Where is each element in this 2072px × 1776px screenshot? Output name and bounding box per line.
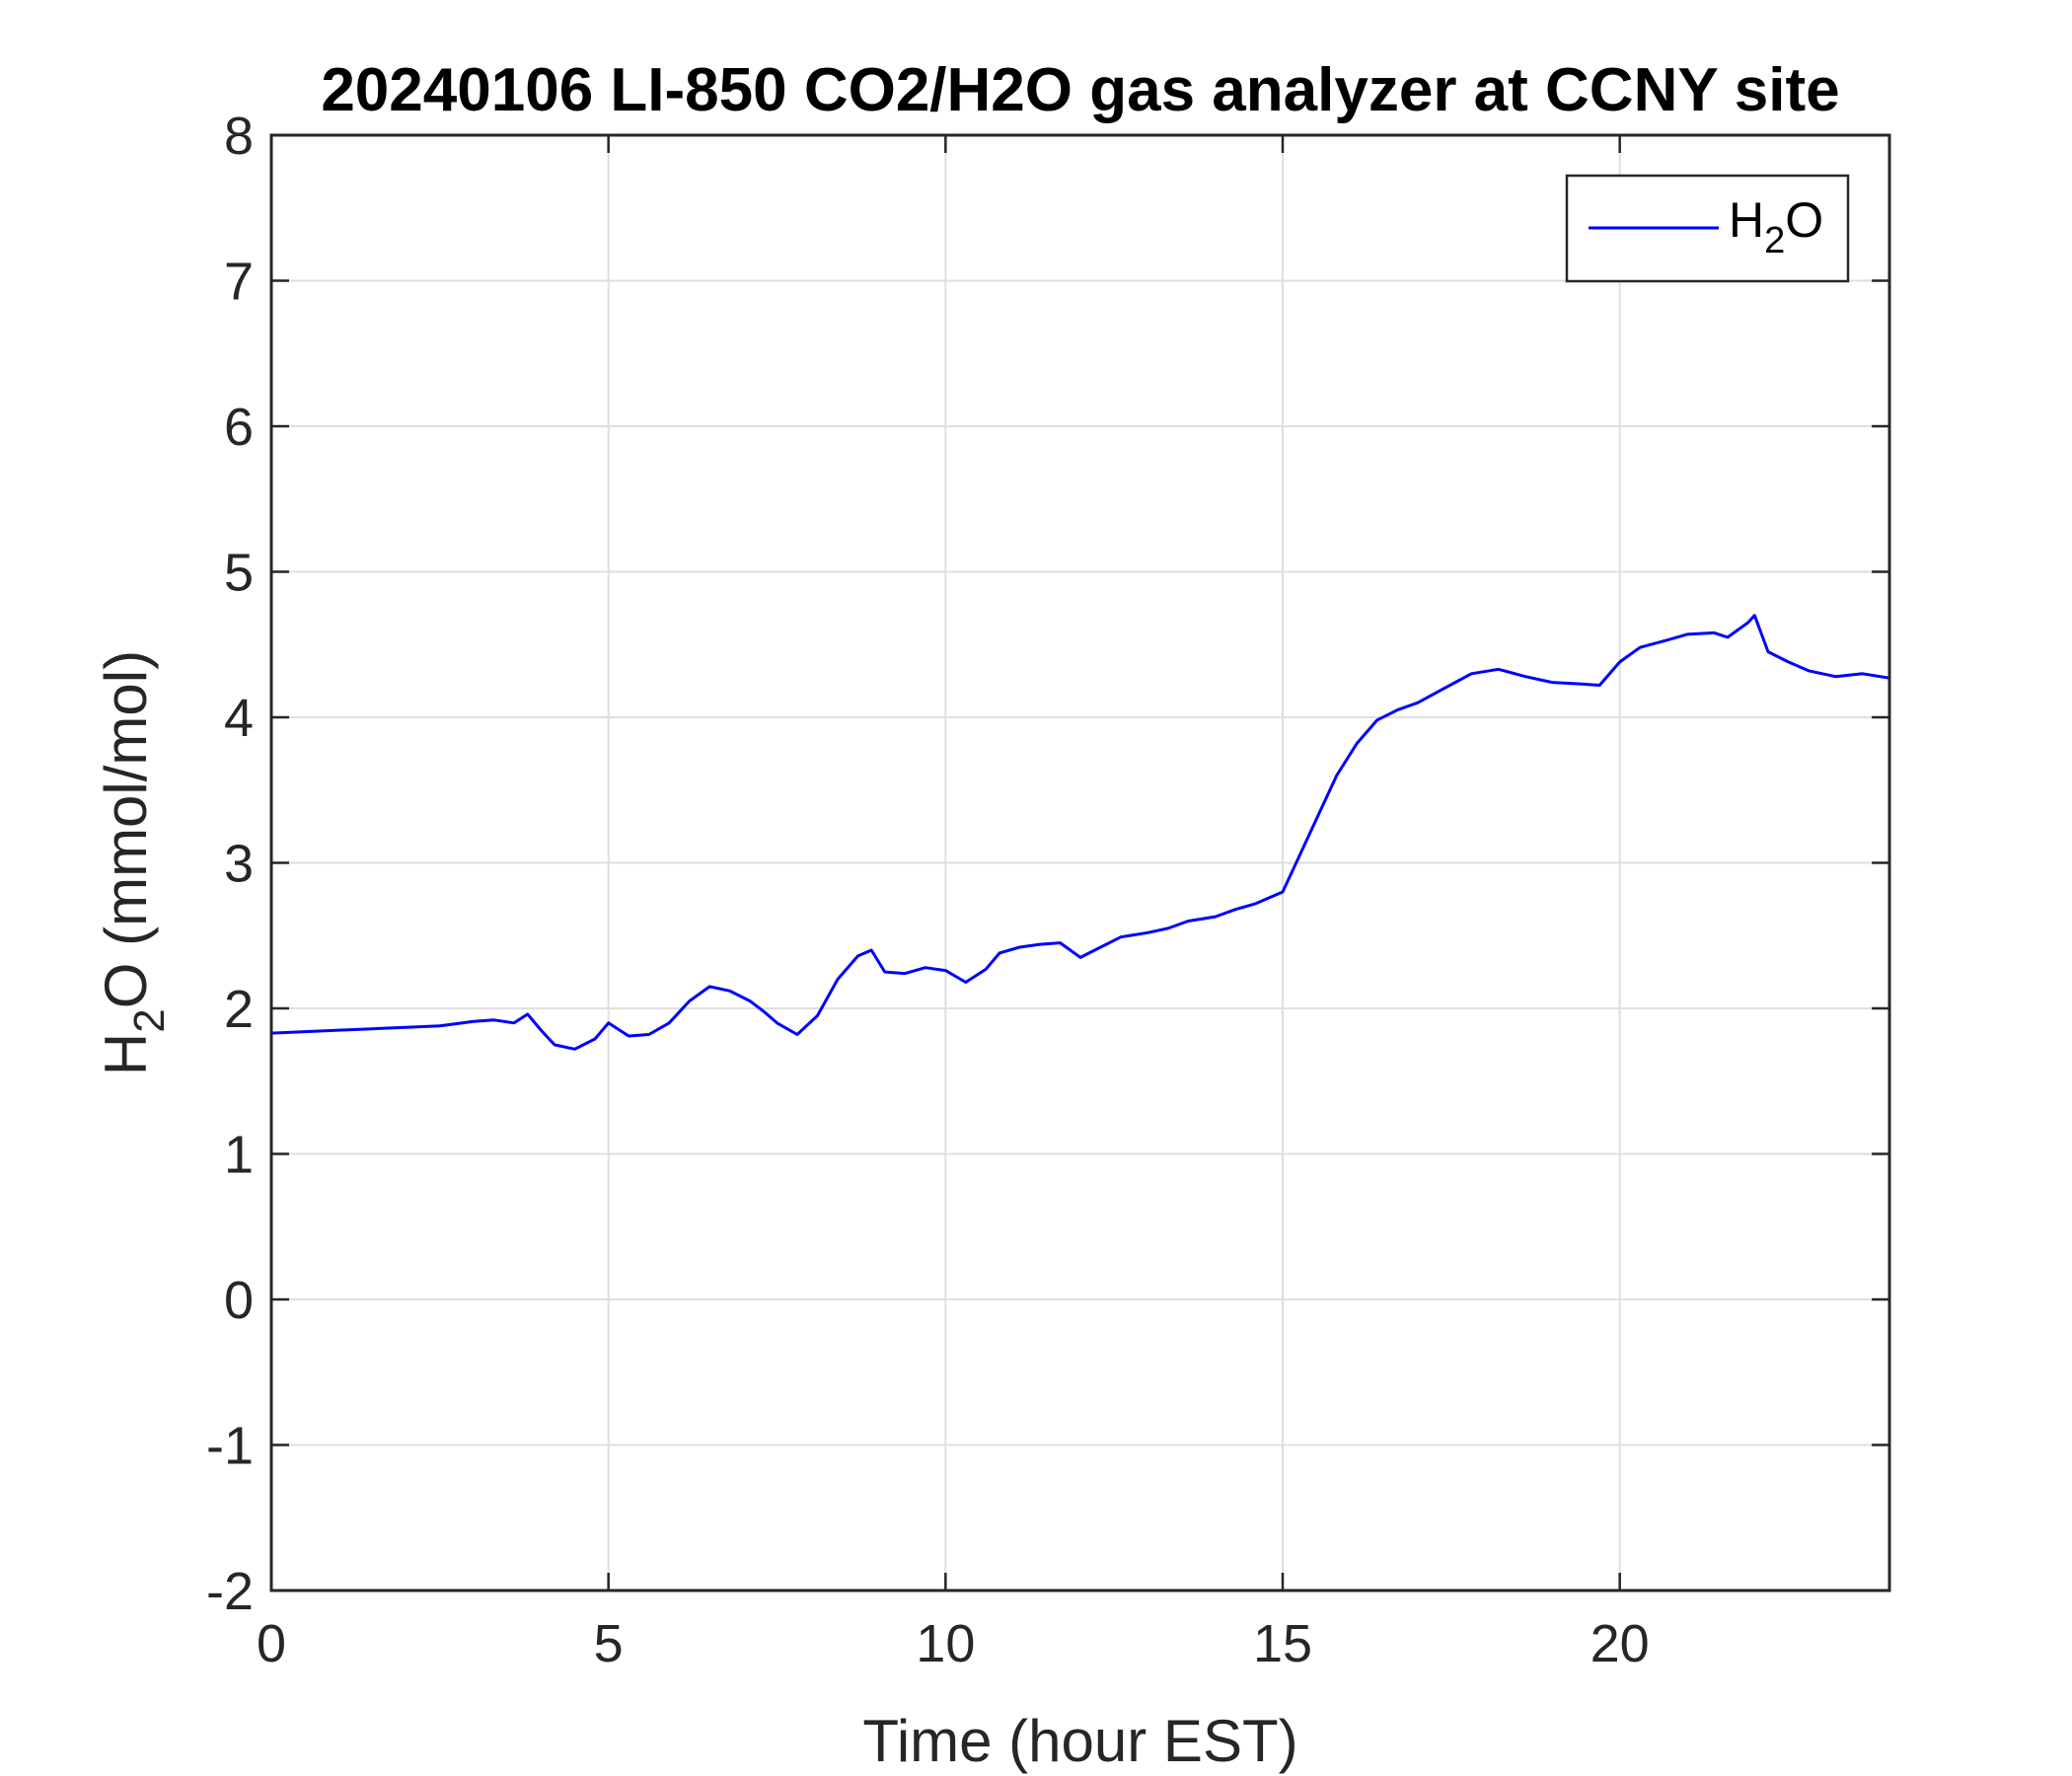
y-tick-label-9: 7 <box>224 253 254 312</box>
y-axis-label: H2O (mmol/mol) <box>93 650 174 1075</box>
y-tick-label-5: 3 <box>224 835 254 894</box>
series-line-0 <box>270 614 1890 1051</box>
x-tick-label-1: 5 <box>594 1614 624 1673</box>
x-tick-label-4: 20 <box>1591 1614 1650 1673</box>
y-tick-label-2: 0 <box>224 1271 254 1330</box>
y-axis-label-rest: O (mmol/mol) <box>93 650 159 1008</box>
x-tick-label-2: 10 <box>916 1614 975 1673</box>
y-tick-label-0: -2 <box>206 1562 254 1621</box>
y-tick-label-10: 8 <box>224 107 254 166</box>
y-tick-label-8: 6 <box>224 398 254 457</box>
y-tick-label-6: 4 <box>224 689 254 748</box>
y-tick-label-1: -1 <box>206 1417 254 1476</box>
legend-entry-rest: O <box>1785 192 1823 248</box>
tick-labels: 0 5 10 15 20 -2 -1 0 1 2 3 4 5 6 7 8 <box>206 107 1650 1673</box>
ticks <box>269 133 1889 1592</box>
y-axis-label-base: H <box>93 1033 159 1075</box>
grid <box>271 135 1889 1591</box>
x-axis-label: Time (hour EST) <box>862 1708 1297 1774</box>
x-tick-label-3: 15 <box>1253 1614 1312 1673</box>
x-tick-label-0: 0 <box>257 1614 286 1673</box>
legend: H2O <box>1565 174 1850 283</box>
y-axis-label-subscript: 2 <box>125 1008 174 1032</box>
y-tick-label-4: 2 <box>224 980 254 1039</box>
chart-title: 20240106 LI-850 CO2/H2O gas analyzer at … <box>321 56 1839 124</box>
legend-entry-base: H <box>1729 192 1764 248</box>
y-tick-label-3: 1 <box>224 1126 254 1185</box>
legend-entry-subscript: 2 <box>1764 220 1785 261</box>
y-tick-label-7: 5 <box>224 544 254 603</box>
legend-entry-label: H2O <box>1729 192 1823 261</box>
series-layer <box>270 614 1890 1051</box>
